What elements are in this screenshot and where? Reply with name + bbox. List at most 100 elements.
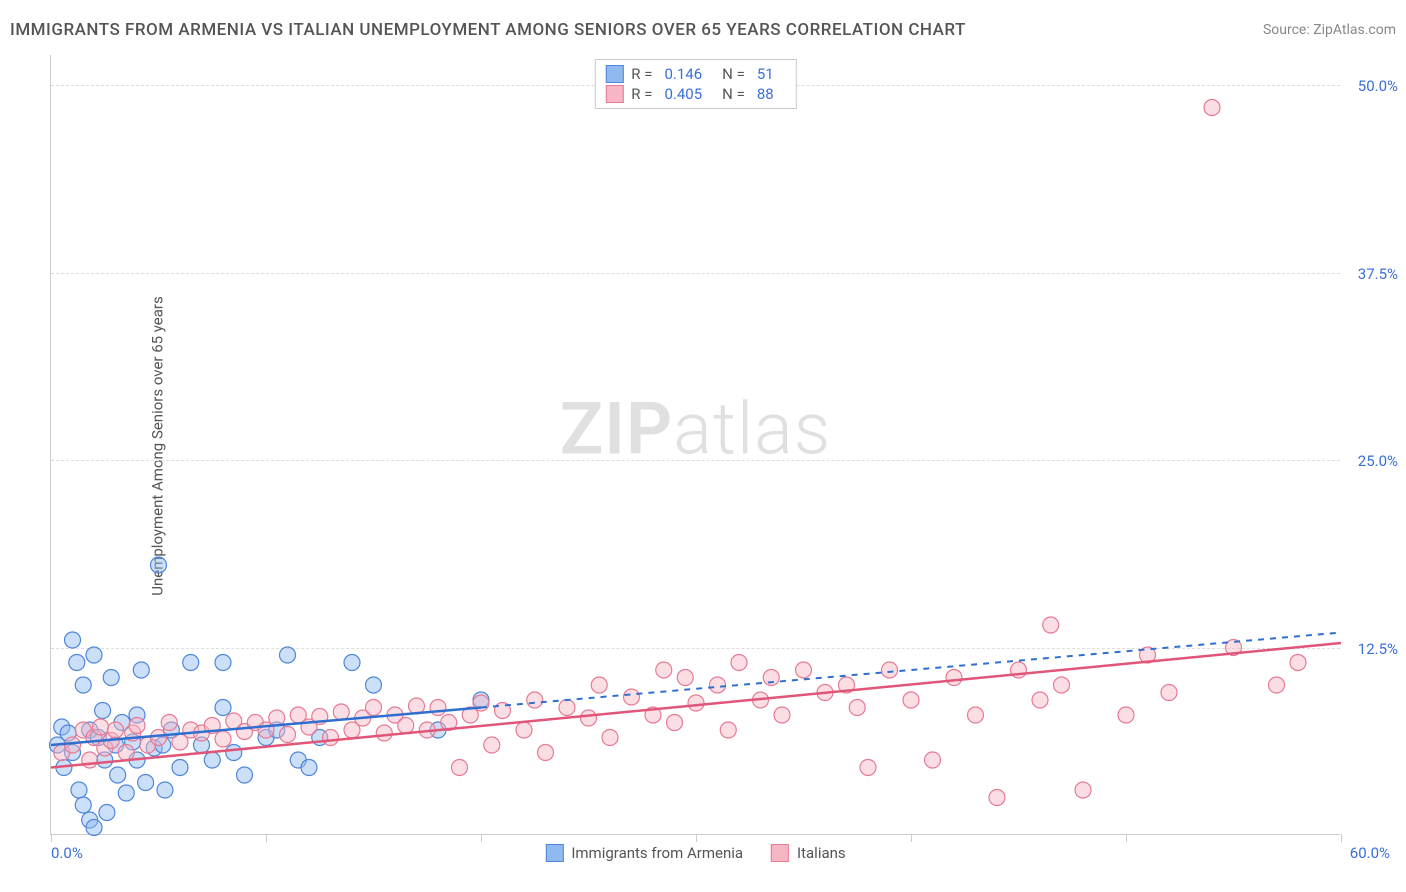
data-point-italians bbox=[774, 707, 790, 723]
data-point-armenia bbox=[86, 647, 102, 663]
data-point-italians bbox=[538, 745, 554, 761]
data-point-italians bbox=[376, 725, 392, 741]
data-point-italians bbox=[968, 707, 984, 723]
legend-n-label: N = bbox=[722, 85, 745, 103]
data-point-armenia bbox=[110, 767, 126, 783]
legend-r-label: R = bbox=[631, 85, 652, 103]
legend-r-value-armenia: 0.146 bbox=[664, 65, 702, 83]
data-point-italians bbox=[1043, 617, 1059, 633]
trendline-italians bbox=[51, 643, 1341, 768]
data-point-italians bbox=[452, 760, 468, 776]
data-point-italians bbox=[1269, 677, 1285, 693]
data-point-italians bbox=[1032, 692, 1048, 708]
data-point-armenia bbox=[71, 782, 87, 798]
data-point-italians bbox=[323, 730, 339, 746]
data-point-italians bbox=[710, 677, 726, 693]
x-tick bbox=[266, 834, 267, 842]
data-point-armenia bbox=[172, 760, 188, 776]
data-point-italians bbox=[430, 700, 446, 716]
legend-item-italians: Italians bbox=[771, 844, 846, 862]
legend-n-value-italians: 88 bbox=[757, 85, 774, 103]
x-tick bbox=[696, 834, 697, 842]
data-point-italians bbox=[398, 718, 414, 734]
data-point-armenia bbox=[138, 775, 154, 791]
source-label: Source: ZipAtlas.com bbox=[1263, 22, 1396, 38]
data-point-italians bbox=[1161, 685, 1177, 701]
data-point-italians bbox=[796, 662, 812, 678]
data-point-armenia bbox=[366, 677, 382, 693]
data-point-italians bbox=[108, 722, 124, 738]
data-point-armenia bbox=[86, 820, 102, 836]
data-point-armenia bbox=[157, 782, 173, 798]
chart-title: IMMIGRANTS FROM ARMENIA VS ITALIAN UNEMP… bbox=[10, 20, 966, 40]
legend-label-armenia: Immigrants from Armenia bbox=[571, 844, 743, 862]
y-tick-label: 25.0% bbox=[1358, 452, 1398, 470]
x-tick bbox=[911, 834, 912, 842]
x-axis-max-label: 60.0% bbox=[1350, 844, 1390, 862]
legend-series: Immigrants from Armenia Italians bbox=[545, 844, 845, 862]
data-point-italians bbox=[903, 692, 919, 708]
data-point-italians bbox=[667, 715, 683, 731]
data-point-italians bbox=[591, 677, 607, 693]
data-point-italians bbox=[151, 730, 167, 746]
data-point-italians bbox=[129, 718, 145, 734]
x-tick bbox=[481, 834, 482, 842]
data-point-italians bbox=[1075, 782, 1091, 798]
data-point-armenia bbox=[226, 745, 242, 761]
x-tick bbox=[51, 834, 52, 842]
y-tick-label: 37.5% bbox=[1358, 265, 1398, 283]
data-point-italians bbox=[215, 731, 231, 747]
data-point-armenia bbox=[75, 677, 91, 693]
data-point-italians bbox=[677, 670, 693, 686]
legend-n-value-armenia: 51 bbox=[757, 65, 774, 83]
data-point-italians bbox=[731, 655, 747, 671]
swatch-italians bbox=[605, 85, 623, 103]
x-tick bbox=[1126, 834, 1127, 842]
data-point-italians bbox=[1118, 707, 1134, 723]
legend-row-armenia: R = 0.146 N = 51 bbox=[605, 64, 785, 84]
legend-label-italians: Italians bbox=[797, 844, 846, 862]
legend-n-label: N = bbox=[722, 65, 745, 83]
data-point-italians bbox=[656, 662, 672, 678]
data-point-armenia bbox=[215, 700, 231, 716]
x-axis-min-label: 0.0% bbox=[51, 844, 83, 862]
data-point-italians bbox=[882, 662, 898, 678]
data-point-italians bbox=[92, 719, 108, 735]
data-point-armenia bbox=[183, 655, 199, 671]
legend-r-value-italians: 0.405 bbox=[664, 85, 702, 103]
data-point-armenia bbox=[75, 797, 91, 813]
data-point-italians bbox=[860, 760, 876, 776]
data-point-armenia bbox=[99, 805, 115, 821]
y-tick-label: 12.5% bbox=[1358, 640, 1398, 658]
data-point-armenia bbox=[151, 557, 167, 573]
scatter-plot-svg bbox=[51, 55, 1340, 834]
data-point-italians bbox=[946, 670, 962, 686]
data-point-italians bbox=[849, 700, 865, 716]
swatch-armenia-icon bbox=[545, 844, 563, 862]
legend-row-italians: R = 0.405 N = 88 bbox=[605, 84, 785, 104]
data-point-armenia bbox=[204, 752, 220, 768]
data-point-italians bbox=[1054, 677, 1070, 693]
swatch-italians-icon bbox=[771, 844, 789, 862]
legend-correlation-box: R = 0.146 N = 51 R = 0.405 N = 88 bbox=[594, 59, 796, 109]
data-point-armenia bbox=[301, 760, 317, 776]
data-point-italians bbox=[559, 700, 575, 716]
data-point-italians bbox=[624, 689, 640, 705]
data-point-italians bbox=[989, 790, 1005, 806]
x-tick bbox=[1341, 834, 1342, 842]
data-point-italians bbox=[118, 745, 134, 761]
data-point-armenia bbox=[95, 703, 111, 719]
data-point-italians bbox=[581, 710, 597, 726]
data-point-italians bbox=[82, 752, 98, 768]
data-point-armenia bbox=[237, 767, 253, 783]
data-point-italians bbox=[65, 737, 81, 753]
legend-item-armenia: Immigrants from Armenia bbox=[545, 844, 743, 862]
data-point-armenia bbox=[280, 647, 296, 663]
data-point-italians bbox=[484, 737, 500, 753]
data-point-armenia bbox=[69, 655, 85, 671]
data-point-armenia bbox=[344, 655, 360, 671]
data-point-italians bbox=[1290, 655, 1306, 671]
data-point-armenia bbox=[133, 662, 149, 678]
data-point-italians bbox=[527, 692, 543, 708]
data-point-armenia bbox=[215, 655, 231, 671]
